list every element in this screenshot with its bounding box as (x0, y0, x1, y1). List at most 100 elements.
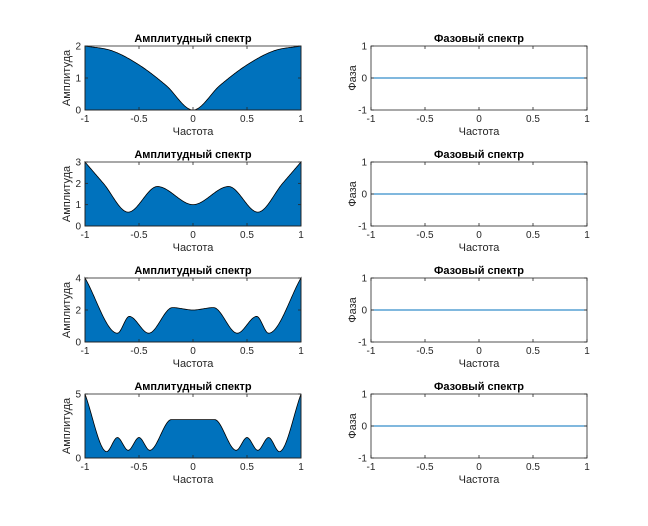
x-tick-label: -0.5 (416, 346, 434, 357)
x-tick-label: 0 (476, 114, 482, 125)
subplot-2: -1 -0.5 0 0.5 1 -1 0 1 Фазовый спектр Частота Фаза (347, 33, 590, 138)
x-tick-label: 0.5 (526, 462, 540, 473)
subplot-title: Амплитудный спектр (134, 149, 252, 161)
subplot-3: -1 -0.5 0 0.5 1 0 1 2 3 Амплитудный спектр Частота… (61, 149, 304, 254)
x-axis-label: Частота (173, 126, 215, 138)
x-tick-label: -0.5 (130, 346, 148, 357)
x-tick-label: -0.5 (130, 230, 148, 241)
y-tick-label: 3 (75, 158, 81, 169)
x-tick-label: 1 (298, 230, 304, 241)
subplot-title: Амплитудный спектр (134, 381, 252, 393)
x-tick-label: 0 (190, 462, 196, 473)
x-tick-label: 0.5 (526, 114, 540, 125)
subplot-7: -1 -0.5 0 0.5 1 0 5 Амплитудный спектр Частота Ам… (61, 381, 304, 486)
amplitude-area (84, 276, 302, 343)
y-axis-label: Фаза (347, 296, 359, 322)
amplitude-area (84, 393, 302, 459)
subplot-title: Фазовый спектр (434, 381, 524, 393)
x-axis-label: Частота (173, 474, 215, 486)
y-tick-label: 0 (361, 190, 367, 201)
x-tick-label: -1 (367, 230, 376, 241)
y-axis-label: Амплитуда (61, 281, 73, 338)
y-tick-label: 1 (75, 200, 81, 211)
y-tick-label: 0 (361, 422, 367, 433)
x-tick-label: -1 (367, 114, 376, 125)
y-tick-label: 1 (361, 158, 367, 169)
x-tick-label: -1 (367, 346, 376, 357)
y-tick-label: -1 (358, 338, 367, 349)
y-tick-label: -1 (358, 106, 367, 117)
subplot-title: Фазовый спектр (434, 149, 524, 161)
subplot-8: -1 -0.5 0 0.5 1 -1 0 1 Фазовый спектр Частота Фаза (347, 381, 590, 486)
y-tick-label: 0 (75, 222, 81, 233)
x-tick-label: -0.5 (416, 230, 434, 241)
x-axis-label: Частота (173, 242, 215, 254)
subplot-title: Амплитудный спектр (134, 33, 252, 45)
x-tick-label: 0.5 (526, 346, 540, 357)
x-tick-label: 0 (476, 462, 482, 473)
x-tick-label: -1 (81, 462, 90, 473)
x-tick-label: 0.5 (240, 462, 254, 473)
amplitude-area (84, 160, 302, 227)
y-tick-label: -1 (358, 222, 367, 233)
x-tick-label: -0.5 (130, 462, 148, 473)
y-axis-label: Фаза (347, 64, 359, 90)
x-tick-label: 1 (298, 462, 304, 473)
x-tick-label: 0.5 (240, 114, 254, 125)
x-tick-label: -1 (81, 114, 90, 125)
y-axis-label: Амплитуда (61, 165, 73, 222)
y-axis-label: Амплитуда (61, 49, 73, 106)
subplot-4: -1 -0.5 0 0.5 1 -1 0 1 Фазовый спектр Частота Фаза (347, 149, 590, 254)
x-axis-label: Частота (459, 358, 501, 370)
x-tick-label: 0 (190, 346, 196, 357)
y-tick-label: 2 (75, 179, 81, 190)
subplot-6: -1 -0.5 0 0.5 1 -1 0 1 Фазовый спектр Частота Фаза (347, 265, 590, 370)
x-axis-label: Частота (173, 358, 215, 370)
x-tick-label: 1 (584, 114, 590, 125)
y-axis-label: Фаза (347, 412, 359, 438)
y-tick-label: 1 (361, 390, 367, 401)
x-tick-label: -0.5 (130, 114, 148, 125)
y-axis-label: Амплитуда (61, 397, 73, 454)
x-tick-label: 1 (584, 346, 590, 357)
x-tick-label: -1 (367, 462, 376, 473)
y-tick-label: 0 (361, 74, 367, 85)
x-tick-label: 0 (476, 346, 482, 357)
y-tick-label: 2 (75, 306, 81, 317)
x-tick-label: 1 (298, 114, 304, 125)
x-tick-label: 0 (476, 230, 482, 241)
x-tick-label: -1 (81, 346, 90, 357)
x-axis-label: Частота (459, 242, 501, 254)
y-tick-label: 2 (75, 42, 81, 53)
y-tick-label: 0 (361, 306, 367, 317)
y-tick-label: 1 (361, 274, 367, 285)
x-tick-label: 1 (298, 346, 304, 357)
y-tick-label: 0 (75, 454, 81, 465)
x-axis-label: Частота (459, 126, 501, 138)
y-tick-label: 5 (75, 390, 81, 401)
y-axis-label: Фаза (347, 180, 359, 206)
subplot-1: -1 -0.5 0 0.5 1 0 1 2 Амплитудный спектр Частота А… (61, 33, 304, 138)
y-tick-label: 0 (75, 106, 81, 117)
y-tick-label: 0 (75, 338, 81, 349)
subplot-title: Фазовый спектр (434, 33, 524, 45)
subplot-title: Амплитудный спектр (134, 265, 252, 277)
y-tick-label: 4 (75, 274, 81, 285)
x-tick-label: 0 (190, 230, 196, 241)
x-tick-label: -1 (81, 230, 90, 241)
y-tick-label: -1 (358, 454, 367, 465)
x-tick-label: 0.5 (526, 230, 540, 241)
x-tick-label: 0.5 (240, 230, 254, 241)
subplot-5: -1 -0.5 0 0.5 1 0 2 4 Амплитудный спектр Частота А… (61, 265, 304, 370)
x-tick-label: -0.5 (416, 114, 434, 125)
x-tick-label: -0.5 (416, 462, 434, 473)
x-tick-label: 0 (190, 114, 196, 125)
subplot-title: Фазовый спектр (434, 265, 524, 277)
x-tick-label: 0.5 (240, 346, 254, 357)
y-tick-label: 1 (361, 42, 367, 53)
x-tick-label: 1 (584, 462, 590, 473)
y-tick-label: 1 (75, 74, 81, 85)
x-axis-label: Частота (459, 474, 501, 486)
x-tick-label: 1 (584, 230, 590, 241)
